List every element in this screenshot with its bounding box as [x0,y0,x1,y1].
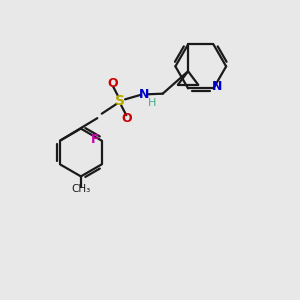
Text: S: S [115,94,125,108]
Text: N: N [139,88,149,101]
Text: CH₃: CH₃ [71,184,91,194]
Text: F: F [91,133,99,146]
Text: O: O [108,77,118,90]
Text: N: N [212,80,222,93]
Text: H: H [148,98,157,108]
Text: O: O [121,112,132,125]
